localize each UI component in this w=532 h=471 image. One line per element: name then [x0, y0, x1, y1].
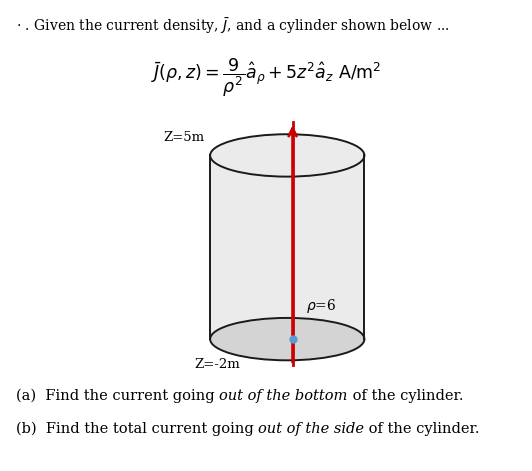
Text: out of the bottom: out of the bottom	[219, 389, 347, 403]
Text: $\rho$=6: $\rho$=6	[306, 297, 336, 315]
Text: Z=-2m: Z=-2m	[194, 358, 240, 371]
Polygon shape	[210, 155, 364, 339]
Text: (b)  Find the total current going: (b) Find the total current going	[16, 422, 259, 436]
Text: $\cdot$ . Given the current density, $\bar{J}$, and a cylinder shown below ...: $\cdot$ . Given the current density, $\b…	[16, 16, 450, 36]
Ellipse shape	[210, 134, 364, 177]
Text: of the cylinder.: of the cylinder.	[347, 389, 463, 403]
Text: $\bar{J}(\rho, z) = \dfrac{9}{\rho^2}\hat{a}_\rho + 5z^2\hat{a}_z\ \mathrm{A/m^2: $\bar{J}(\rho, z) = \dfrac{9}{\rho^2}\ha…	[151, 57, 381, 99]
Ellipse shape	[210, 318, 364, 360]
Text: out of the side: out of the side	[259, 422, 364, 436]
Text: Z=5m: Z=5m	[164, 130, 205, 144]
Text: (a)  Find the current going: (a) Find the current going	[16, 389, 219, 403]
Text: of the cylinder.: of the cylinder.	[364, 422, 480, 436]
